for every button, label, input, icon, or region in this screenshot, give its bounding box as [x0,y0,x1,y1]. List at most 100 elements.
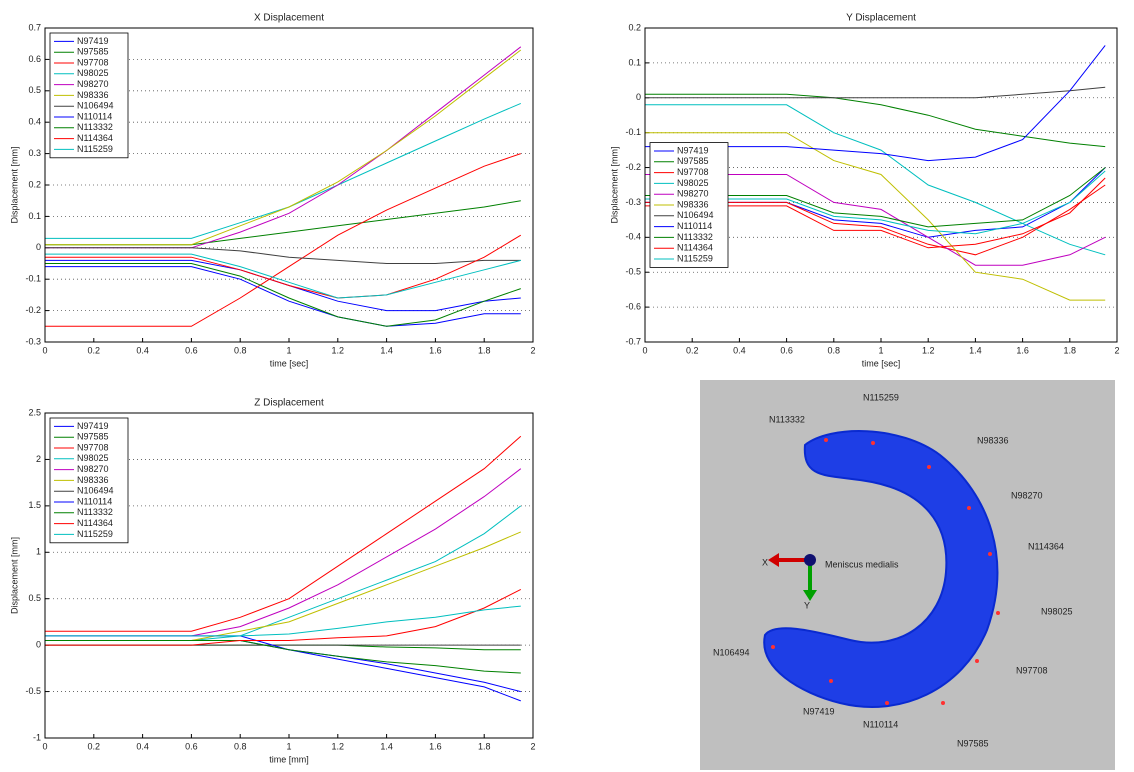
axis-x-label: X [762,557,768,567]
x-tick-label: 0.8 [234,345,247,355]
center-label: Meniscus medialis [825,559,899,569]
legend-label: N98336 [77,90,109,100]
x-tick-label: 0.8 [828,345,841,355]
x-tick-label: 0.2 [686,345,699,355]
legend-label: N98336 [77,475,109,485]
chart: -1-0.500.511.522.500.20.40.60.811.21.41.… [9,398,535,765]
y-axis-label: Displacement [mm] [9,146,19,223]
y-tick-label: 0.2 [628,22,641,32]
origin [804,554,816,566]
y-tick-label: 0 [636,92,641,102]
y-axis-label: Displacement [mm] [9,537,19,614]
x-tick-label: 1.8 [478,345,491,355]
y-tick-label: -0.5 [625,267,641,277]
node [824,438,828,442]
y-tick-label: 0.2 [28,179,41,189]
y-tick-label: 1.5 [28,500,41,510]
node [996,611,1000,615]
chart-title: Z Displacement [254,398,324,409]
node-label: N115259 [863,392,899,402]
y-tick-label: 0.6 [28,54,41,64]
legend-label: N97585 [77,47,109,57]
node-label: N98025 [1041,606,1073,616]
y-tick-label: 0 [36,242,41,252]
x-tick-label: 1.8 [478,741,491,751]
x-tick-label: 1.2 [332,741,345,751]
y-tick-label: -0.7 [625,336,641,346]
legend-label: N97419 [677,145,709,155]
legend-label: N115259 [77,529,113,539]
x-tick-label: 0.8 [234,741,247,751]
x-tick-label: 1.6 [429,741,442,751]
x-tick-label: 1 [286,345,291,355]
legend-label: N114364 [77,518,113,528]
legend-label: N97585 [677,156,709,166]
legend-label: N98336 [677,199,709,209]
x-tick-label: 1.8 [1064,345,1077,355]
y-tick-label: 0 [36,640,41,650]
x-tick-label: 2 [1114,345,1119,355]
node-label: N114364 [1028,541,1064,551]
legend-label: N115259 [77,144,113,154]
x-tick-label: 1.4 [380,345,393,355]
x-tick-label: 1.2 [332,345,345,355]
legend-label: N98270 [77,79,109,89]
x-tick-label: 0.6 [780,345,793,355]
y-tick-label: -0.1 [625,127,641,137]
y-tick-label: -0.6 [625,301,641,311]
legend-label: N97708 [77,57,109,67]
x-tick-label: 1 [878,345,883,355]
x-axis-label: time [sec] [270,358,309,368]
x-tick-label: 0.6 [185,741,198,751]
x-tick-label: 2 [530,741,535,751]
y-tick-label: 0.7 [28,22,41,32]
legend-label: N98270 [677,189,709,199]
x-tick-label: 0 [42,741,47,751]
y-tick-label: 2 [36,454,41,464]
legend-label: N98025 [77,453,109,463]
legend-label: N115259 [677,253,713,263]
y-tick-label: -0.2 [25,305,41,315]
y-tick-label: 2.5 [28,407,41,417]
y-tick-label: 0.5 [28,593,41,603]
legend-label: N97708 [677,167,709,177]
x-tick-label: 0.2 [88,741,101,751]
legend-label: N97708 [77,442,109,452]
legend-label: N114364 [77,133,113,143]
node [927,465,931,469]
y-tick-label: -0.4 [625,232,641,242]
x-tick-label: 1 [286,741,291,751]
x-tick-label: 1.4 [380,741,393,751]
x-tick-label: 1.4 [969,345,982,355]
x-tick-label: 0 [42,345,47,355]
legend-label: N97419 [77,421,109,431]
y-tick-label: -0.2 [625,162,641,172]
legend-label: N110114 [677,221,712,231]
chart-title: Y Displacement [846,13,916,24]
node [941,701,945,705]
y-tick-label: 0.1 [628,57,641,67]
axis-y-label: Y [804,600,810,610]
y-tick-label: 0.3 [28,148,41,158]
node-label: N98336 [977,435,1009,445]
node [771,645,775,649]
node-label: N97708 [1016,665,1048,675]
node [885,701,889,705]
x-tick-label: 2 [530,345,535,355]
legend-label: N113332 [677,232,713,242]
legend-label: N106494 [677,210,714,220]
x-tick-label: 0.4 [136,741,149,751]
x-tick-label: 0.4 [136,345,149,355]
x-tick-label: 0.4 [733,345,746,355]
y-tick-label: -0.5 [25,686,41,696]
legend-label: N110114 [77,496,112,506]
y-tick-label: 0.5 [28,85,41,95]
legend-label: N113332 [77,122,113,132]
legend-label: N97419 [77,36,109,46]
chart: -0.7-0.6-0.5-0.4-0.3-0.2-0.100.10.200.20… [609,13,1119,369]
y-tick-label: 0.1 [28,211,41,221]
x-tick-label: 1.6 [1016,345,1029,355]
y-tick-label: -1 [33,732,41,742]
node-label: N106494 [713,647,750,657]
